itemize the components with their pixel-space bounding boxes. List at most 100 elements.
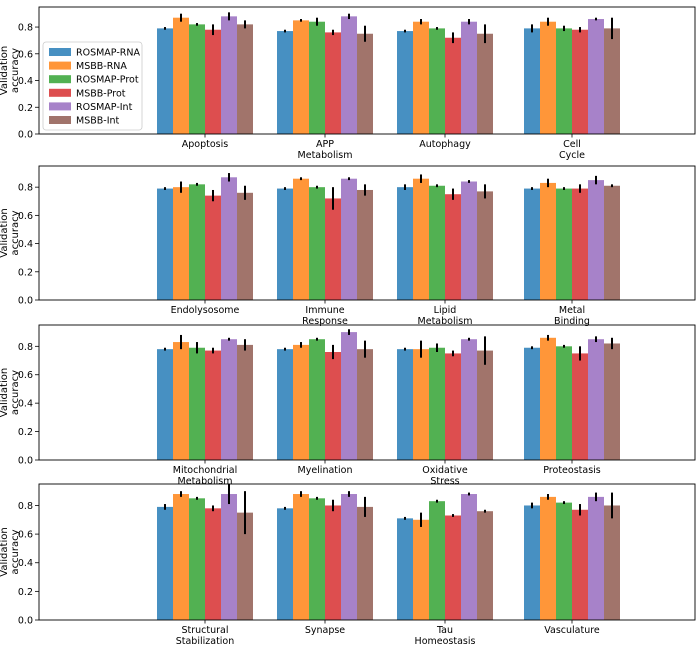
category-label: Metabolism (178, 476, 233, 487)
category-label: Autophagy (419, 139, 471, 150)
y-tick-label: 0.6 (18, 211, 33, 222)
category-label: Lipid (434, 305, 457, 316)
y-tick-label: 0.0 (18, 456, 33, 467)
bar-msbb-rna (293, 344, 309, 460)
bar-rosmap-prot (309, 21, 325, 135)
legend: ROSMAP-RNA MSBB-RNA ROSMAP-Prot MSBB-Prot RO… (42, 41, 143, 131)
y-tick-label: 0.4 (18, 558, 33, 569)
y-axis-label: Validation (0, 527, 10, 576)
legend-label: ROSMAP-RNA (76, 48, 140, 59)
category-label: Stabilization (176, 636, 235, 647)
bar-msbb-rna (293, 178, 309, 300)
bar-msbb-rna (173, 187, 189, 300)
bar-rosmap-rna (524, 28, 540, 134)
bar-msbb-int (357, 506, 373, 620)
plot-frame (38, 165, 696, 301)
bar-msbb-int (477, 33, 493, 134)
bar-rosmap-rna (277, 349, 293, 460)
plot-frame (38, 6, 696, 135)
y-tick-label: 0.8 (18, 23, 33, 34)
bar-msbb-rna (173, 494, 189, 620)
bar-msbb-int (237, 512, 253, 620)
legend-swatch-msbb-int (49, 116, 71, 124)
bar-msbb-int (604, 505, 620, 620)
y-tick-label: 0.2 (18, 267, 33, 278)
bar-msbb-int (357, 349, 373, 460)
category-label: Myelination (298, 465, 353, 476)
bar-msbb-rna (540, 21, 556, 135)
bar-rosmap-rna (397, 31, 413, 135)
category-label: Mitochondrial (173, 465, 238, 476)
bar-msbb-rna (293, 494, 309, 620)
legend-label: MSBB-RNA (76, 61, 127, 72)
y-tick-label: 0.2 (18, 103, 33, 114)
bar-msbb-prot (325, 352, 341, 460)
bar-rosmap-rna (397, 349, 413, 460)
bar-rosmap-prot (556, 28, 572, 134)
y-tick-label: 0.8 (18, 342, 33, 353)
legend-label: ROSMAP-Int (76, 102, 133, 113)
bar-msbb-int (604, 28, 620, 134)
y-tick-label: 0.0 (18, 296, 33, 307)
category-label: Cycle (559, 150, 585, 161)
y-tick-label: 0.6 (18, 530, 33, 541)
y-axis-label: accuracy (10, 529, 21, 574)
category-label: Homeostasis (415, 636, 476, 647)
bar-msbb-prot (572, 353, 588, 460)
bar-rosmap-int (341, 16, 357, 134)
bar-msbb-int (604, 343, 620, 460)
panel-1: 0.0 0.2 0.4 0.6 0.8 Validation accuracy Apoptos… (0, 6, 696, 161)
bar-rosmap-rna (524, 188, 540, 300)
bar-msbb-prot (572, 29, 588, 134)
bar-msbb-prot (445, 37, 461, 134)
bar-rosmap-int (341, 332, 357, 460)
y-axis-label: Validation (0, 46, 10, 95)
bar-msbb-int (237, 192, 253, 300)
bar-msbb-int (477, 511, 493, 620)
y-tick-label: 0.4 (18, 76, 33, 87)
category-label: Tau (436, 625, 453, 636)
bar-rosmap-int (461, 494, 477, 620)
bar-msbb-prot (445, 515, 461, 620)
category-label: Vasculature (544, 625, 600, 636)
bar-msbb-prot (205, 195, 221, 300)
bar-msbb-rna (413, 519, 429, 620)
bar-msbb-rna (413, 178, 429, 300)
bar-rosmap-prot (556, 346, 572, 460)
bar-msbb-int (237, 24, 253, 134)
panel-2: 0.0 0.2 0.4 0.6 0.8 Validation accuracy Endolys… (0, 165, 696, 327)
y-tick-label: 0.0 (18, 130, 33, 141)
bar-rosmap-prot (429, 28, 445, 134)
bar-rosmap-int (461, 339, 477, 460)
bar-rosmap-prot (556, 188, 572, 300)
bar-msbb-rna (413, 21, 429, 135)
category-label: Metabolism (418, 316, 473, 327)
y-tick-label: 0.2 (18, 427, 33, 438)
y-axis-label: accuracy (10, 48, 21, 93)
bar-rosmap-prot (429, 501, 445, 620)
bar-msbb-rna (413, 349, 429, 460)
bar-msbb-int (477, 191, 493, 300)
y-axis-label: Validation (0, 208, 10, 257)
panel-4: 0.0 0.2 0.4 0.6 0.8 Validation accuracy Structu… (0, 483, 696, 647)
legend-swatch-msbb-prot (49, 88, 71, 97)
panel-3: 0.0 0.2 0.4 0.6 0.8 Validation accuracy Mitocho… (0, 324, 696, 487)
bar-rosmap-int (221, 339, 237, 460)
category-label: Immune (305, 305, 344, 316)
bar-msbb-prot (445, 194, 461, 300)
bar-msbb-int (477, 350, 493, 460)
y-tick-label: 0.0 (18, 616, 33, 627)
bar-rosmap-int (221, 16, 237, 134)
bar-rosmap-int (221, 494, 237, 620)
bar-rosmap-prot (189, 184, 205, 300)
y-tick-label: 0.6 (18, 49, 33, 60)
bar-msbb-prot (205, 29, 221, 134)
bar-rosmap-rna (157, 349, 173, 460)
bar-rosmap-int (588, 19, 604, 134)
bar-rosmap-rna (524, 505, 540, 620)
category-label: Metabolism (298, 150, 353, 161)
bar-rosmap-prot (309, 339, 325, 460)
bar-msbb-prot (325, 505, 341, 620)
bar-msbb-rna (173, 342, 189, 460)
